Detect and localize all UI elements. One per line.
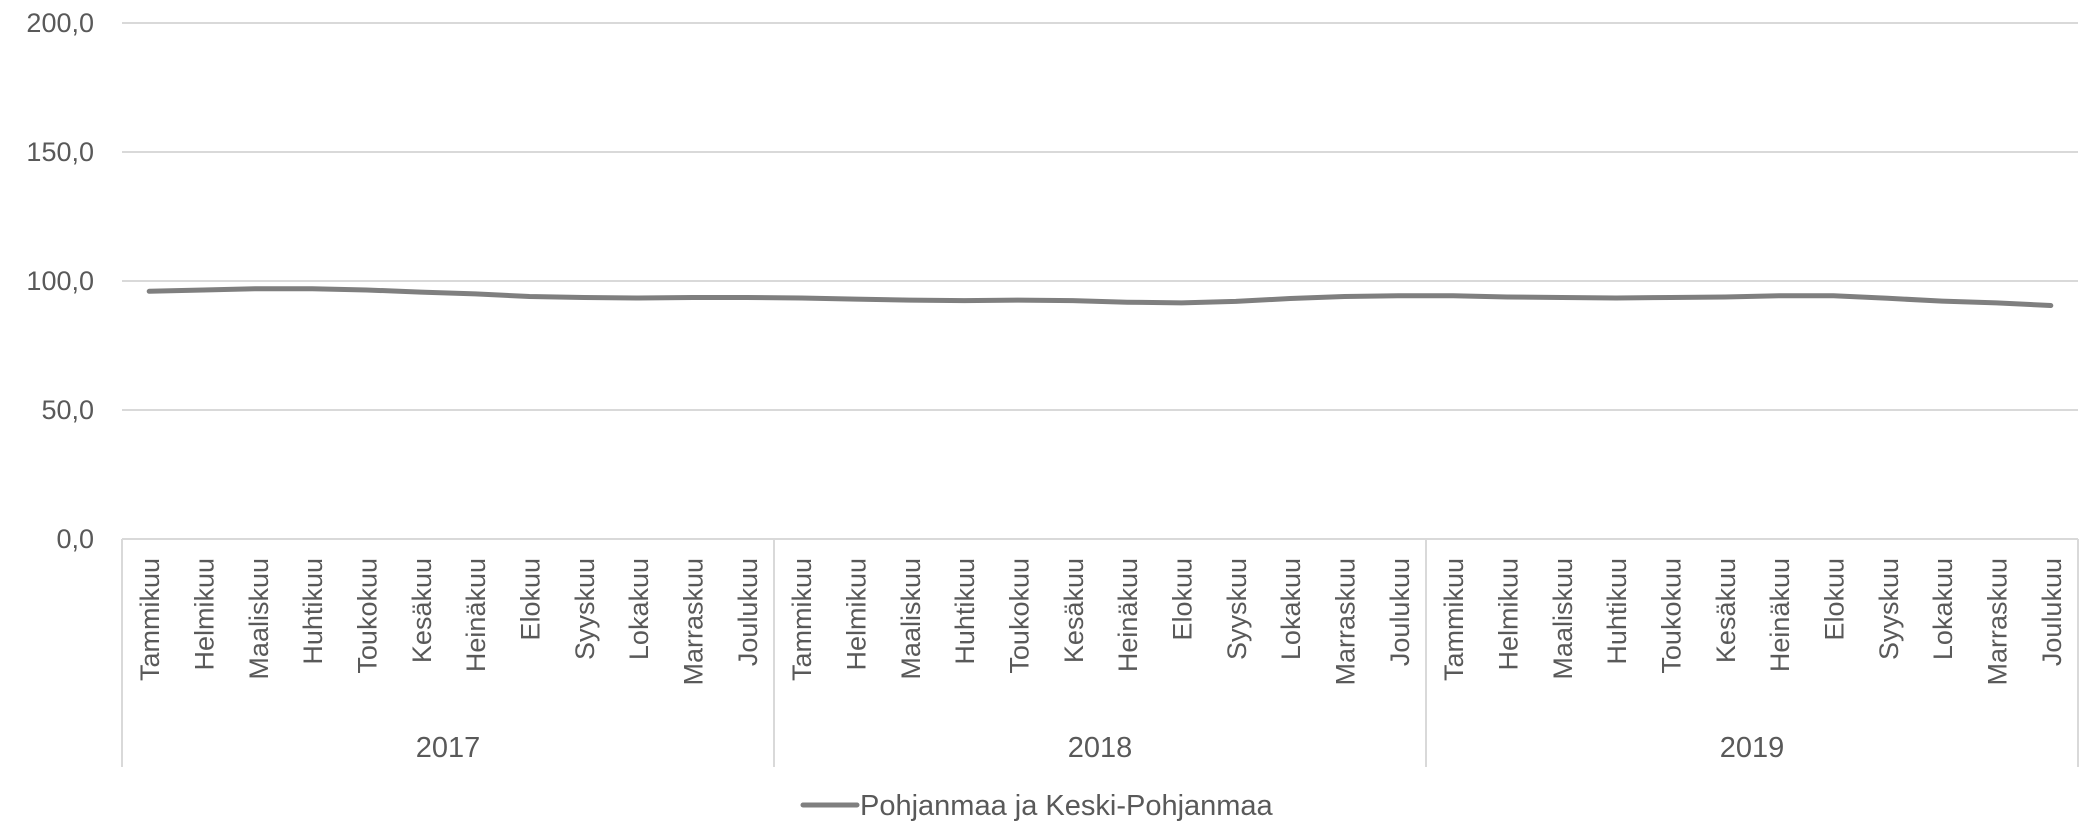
x-tick-label-month: Syyskuu	[1222, 558, 1252, 660]
x-tick-label-month: Tammikuu	[1439, 558, 1469, 681]
x-tick-label-month: Maaliskuu	[244, 558, 274, 680]
x-tick-label-month: Marraskuu	[1983, 558, 2013, 686]
x-tick-label-month: Tammikuu	[787, 558, 817, 681]
x-axis: Tammikuu Helmikuu Maaliskuu Huhtikuu Toukoku…	[121, 538, 2079, 767]
x-tick-label-month: Helmikuu	[1494, 558, 1524, 671]
y-tick-label: 0,0	[56, 524, 94, 554]
x-tick-label-month: Heinäkuu	[1113, 558, 1143, 672]
x-tick-label-month: Kesäkuu	[1711, 558, 1741, 663]
x-tick-label-month: Maaliskuu	[896, 558, 926, 680]
y-tick-label: 150,0	[26, 137, 94, 167]
x-tick-label-month: Marraskuu	[679, 558, 709, 686]
x-group-label-year: 2019	[1720, 732, 1785, 764]
y-tick-label: 100,0	[26, 266, 94, 296]
series-line-0	[146, 286, 2054, 308]
y-tick-label: 50,0	[41, 395, 94, 425]
x-tick-label-month: Elokuu	[1168, 558, 1198, 641]
x-tick-label-month: Heinäkuu	[1765, 558, 1795, 672]
y-tick-label: 200,0	[26, 8, 94, 38]
x-tick-label-month: Kesäkuu	[407, 558, 437, 663]
x-tick-label-month: Lokakuu	[1928, 558, 1958, 660]
x-tick-label-month: Huhtikuu	[298, 558, 328, 665]
x-tick-label-month: Elokuu	[1820, 558, 1850, 641]
x-tick-label-month: Lokakuu	[1276, 558, 1306, 660]
x-tick-label-month: Joulukuu	[2037, 558, 2067, 666]
legend-label-pohjanmaa: Pohjanmaa ja Keski-Pohjanmaa	[860, 790, 1274, 822]
x-tick-label-month: Tammikuu	[135, 558, 165, 681]
x-tick-label-month: Heinäkuu	[461, 558, 491, 672]
x-tick-label-month: Toukokuu	[353, 558, 383, 674]
series-lines	[146, 286, 2054, 308]
x-tick-label-month: Toukokuu	[1657, 558, 1687, 674]
x-tick-label-month: Lokakuu	[624, 558, 654, 660]
x-tick-label-month: Helmikuu	[190, 558, 220, 671]
x-tick-label-month: Marraskuu	[1331, 558, 1361, 686]
x-tick-label-month: Kesäkuu	[1059, 558, 1089, 663]
x-tick-label-month: Helmikuu	[842, 558, 872, 671]
x-tick-label-month: Syyskuu	[570, 558, 600, 660]
x-tick-label-month: Syyskuu	[1874, 558, 1904, 660]
x-group-label-year: 2017	[416, 732, 481, 764]
x-tick-label-month: Elokuu	[516, 558, 546, 641]
x-group-label-year: 2018	[1068, 732, 1133, 764]
legend: Pohjanmaa ja Keski-Pohjanmaa	[800, 790, 1274, 822]
x-tick-label-month: Huhtikuu	[950, 558, 980, 665]
x-tick-label-month: Maaliskuu	[1548, 558, 1578, 680]
x-tick-label-month: Huhtikuu	[1602, 558, 1632, 665]
x-tick-label-month: Joulukuu	[733, 558, 763, 666]
x-tick-label-month: Joulukuu	[1385, 558, 1415, 666]
y-axis-ticks: 0,0 50,0 100,0 150,0 200,0	[26, 8, 94, 554]
x-tick-label-month: Toukokuu	[1005, 558, 1035, 674]
gridlines	[122, 22, 2078, 411]
